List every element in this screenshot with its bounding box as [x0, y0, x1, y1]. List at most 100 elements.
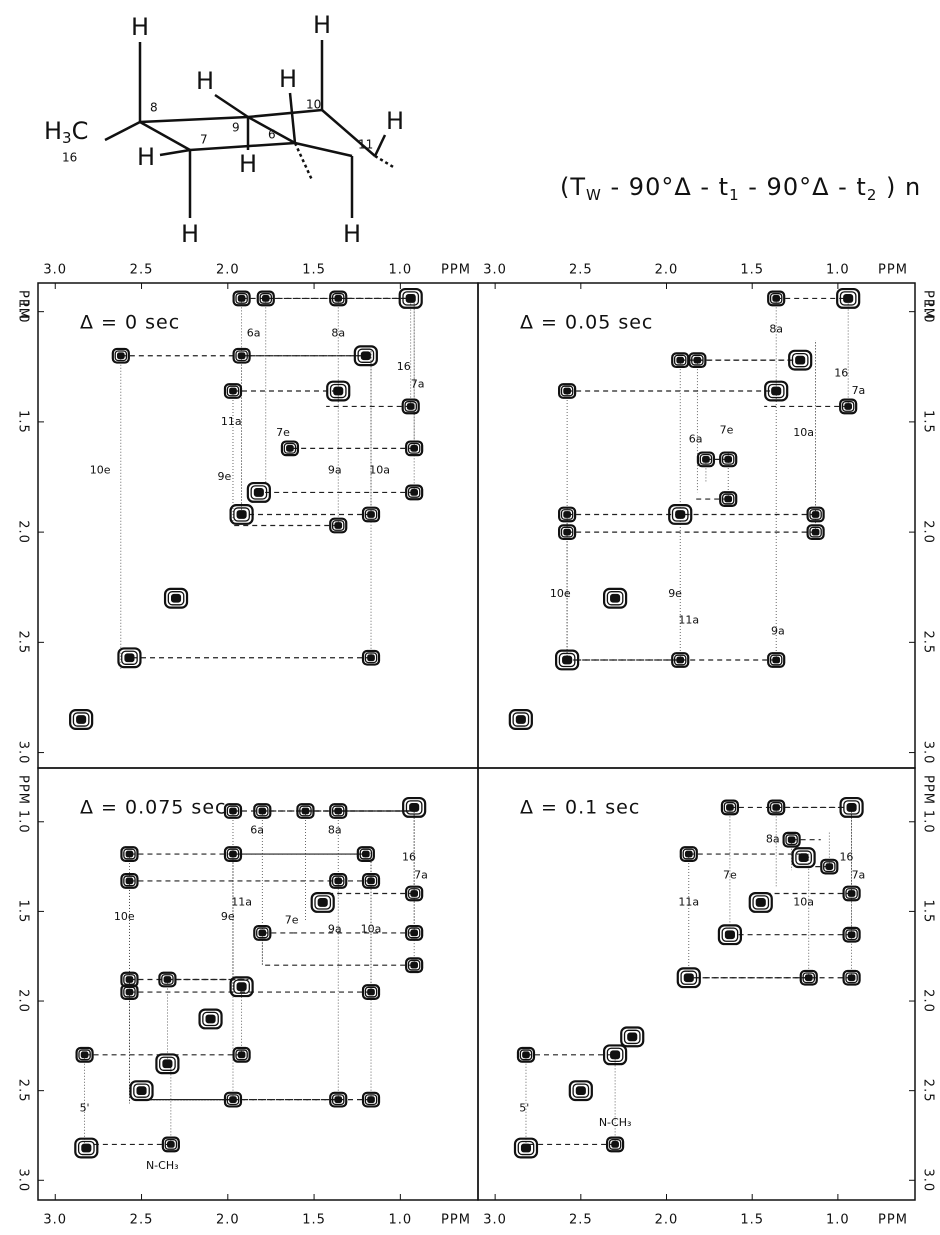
contour-ring: [286, 444, 294, 452]
peak: [402, 796, 427, 818]
contour-ring: [367, 511, 375, 518]
contour-ring: [785, 834, 798, 846]
contour-ring: [802, 972, 815, 984]
peak: [232, 347, 251, 364]
contour-ring: [804, 974, 813, 982]
y-tick-label: 3.0: [16, 1168, 31, 1192]
contour-ring: [407, 487, 421, 498]
peak-label: 16: [397, 360, 411, 373]
panel-title: Δ = 0.05 sec: [520, 312, 653, 334]
y-unit: PPM: [921, 290, 936, 320]
x-tick-label: 3.0: [483, 1213, 507, 1228]
peak: [719, 491, 738, 507]
contour-ring: [558, 652, 576, 668]
peak: [767, 290, 786, 307]
contour-ring: [721, 493, 735, 505]
peak-label: 7a: [852, 384, 866, 397]
y-tick-label: 1.0: [16, 300, 31, 324]
contour-ring: [811, 528, 820, 536]
peak: [842, 969, 861, 986]
contour-ring: [232, 1046, 251, 1063]
contour-ring: [610, 593, 621, 603]
peak: [296, 803, 315, 819]
peak: [671, 352, 690, 369]
contour-ring: [236, 982, 247, 992]
contour-ring: [405, 925, 424, 941]
y-tick-label: 2.0: [921, 989, 936, 1013]
atom-number: 7: [200, 133, 208, 147]
contour-ring: [767, 799, 786, 816]
contour-ring: [161, 1136, 180, 1153]
peak: [767, 652, 786, 668]
contour-ring: [717, 924, 743, 946]
contour-ring: [69, 709, 94, 730]
contour-ring: [198, 1008, 223, 1030]
y-tick-label: 3.0: [921, 741, 936, 765]
contour-ring: [226, 1094, 240, 1106]
bond: [214, 93, 249, 119]
peak-label: 7e: [723, 869, 737, 882]
contour-ring: [402, 796, 427, 818]
contour-ring: [121, 650, 138, 665]
peak: [842, 885, 861, 902]
contour-ring: [232, 290, 251, 307]
peak-label: 16: [402, 851, 416, 864]
peak: [719, 451, 738, 468]
contour-ring: [820, 858, 839, 875]
x-unit: PPM: [441, 263, 471, 278]
peak-label: 10a: [361, 922, 382, 935]
peak: [329, 517, 348, 534]
contour-ring: [668, 504, 693, 525]
contour-ring: [407, 442, 421, 454]
peak-label: 10e: [90, 463, 111, 476]
atom: H: [343, 220, 361, 248]
contour-ring: [671, 507, 689, 522]
contour-ring: [170, 593, 182, 603]
contour-ring: [806, 524, 825, 541]
contour-ring: [333, 386, 344, 396]
contour-ring: [367, 988, 375, 996]
peak: [842, 926, 861, 943]
x-tick-label: 2.0: [216, 263, 240, 278]
contour-ring: [117, 647, 142, 669]
contour-ring: [223, 1091, 243, 1108]
peak: [405, 440, 424, 457]
contour-ring: [791, 847, 816, 869]
y-tick-label: 1.0: [921, 810, 936, 834]
peak: [246, 481, 271, 503]
x-tick-label: 2.0: [655, 1213, 679, 1228]
contour-ring: [229, 1096, 237, 1103]
contour-ring: [843, 294, 854, 303]
peak: [329, 1091, 348, 1108]
contour-ring: [367, 877, 375, 885]
peak-label: 6a: [689, 433, 703, 446]
x-tick-label: 3.0: [43, 263, 67, 278]
peak: [329, 290, 348, 307]
contour-ring: [555, 649, 580, 671]
contour-ring: [299, 805, 312, 817]
contour-ring: [562, 655, 573, 665]
contour-ring: [405, 885, 424, 902]
contour-ring: [162, 1059, 173, 1069]
peak: [767, 799, 786, 816]
peak-label: 11a: [231, 895, 252, 908]
contour-ring: [627, 1032, 638, 1042]
peak: [620, 1026, 645, 1048]
contour-ring: [329, 1091, 348, 1108]
contour-ring: [155, 1053, 180, 1075]
peak: [398, 287, 423, 309]
contour-ring: [361, 506, 381, 523]
seq-part: - 90°Δ - t: [602, 173, 729, 201]
contour-ring: [237, 352, 246, 360]
peak: [602, 1044, 628, 1066]
bond: [104, 120, 141, 142]
contour-ring: [558, 524, 577, 541]
contour-ring: [605, 1136, 625, 1153]
contour-ring: [809, 526, 822, 538]
x-tick-label: 1.5: [740, 263, 764, 278]
peak-label: 10a: [369, 463, 390, 476]
atom-number: 10: [306, 98, 321, 112]
contour-ring: [256, 927, 269, 939]
contour-ring: [522, 1051, 530, 1059]
bond: [139, 115, 249, 124]
